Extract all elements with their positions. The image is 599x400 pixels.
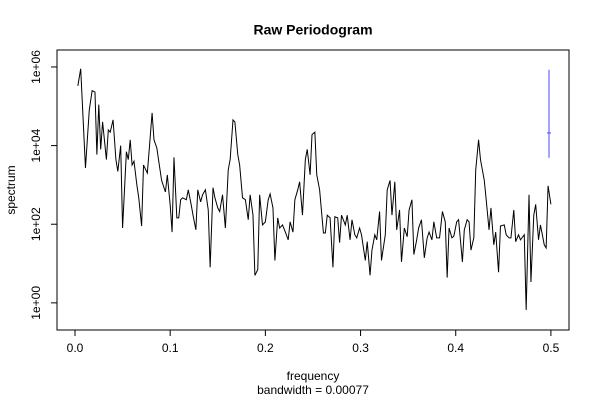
x-tick-label: 0.1 [162,341,179,355]
y-tick-label: 1e+00 [29,286,43,320]
chart-title: Raw Periodogram [253,22,372,38]
x-axis-label: frequency [287,369,340,383]
y-tick-label: 1e+04 [29,128,43,162]
plot-frame [56,49,570,331]
subtitle: bandwidth = 0.00077 [257,383,369,397]
y-tick-label: 1e+06 [29,50,43,84]
x-tick-label: 0.3 [352,341,369,355]
x-tick-label: 0.5 [543,341,560,355]
x-tick-label: 0.2 [257,341,274,355]
spectrum-line [77,68,552,310]
y-tick-label: 1e+02 [29,207,43,241]
x-tick-label: 0.0 [67,341,84,355]
y-axis-label: spectrum [4,165,18,214]
x-tick-label: 0.4 [447,341,464,355]
